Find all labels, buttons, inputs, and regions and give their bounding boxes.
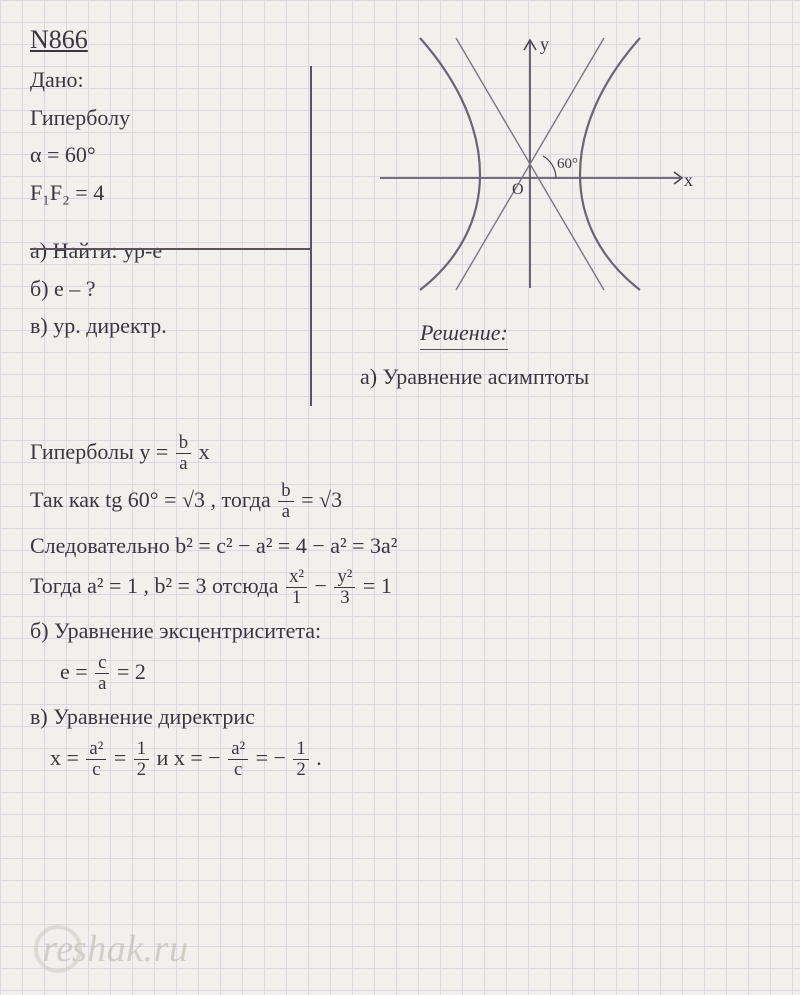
fraction-half-neg: 1 2 [293, 739, 308, 779]
solution-line-1: Гиперболы y = b a x [30, 434, 770, 474]
denominator: 2 [134, 760, 149, 780]
x-axis-label: x [684, 170, 693, 190]
given-angle: α = 60° [30, 140, 300, 170]
denominator: a [176, 454, 191, 474]
numerator: b [278, 481, 293, 502]
diagram-column: 60° O y x Решение: а) Уравнение асимптот… [300, 18, 770, 428]
find-a: а) Найти: ур-е [30, 236, 300, 266]
denominator: a [278, 502, 293, 522]
text: x = [50, 745, 84, 770]
text: = − [256, 745, 292, 770]
fraction-c-over-a: c a [95, 653, 109, 693]
text: = 2 [117, 659, 146, 684]
solution-line-7: в) Уравнение директрис [30, 702, 770, 732]
solution-heading: Решение: [420, 318, 508, 350]
y-axis-label: y [540, 34, 549, 54]
solution-line-3: Следовательно b² = c² − a² = 4 − a² = 3a… [30, 531, 770, 561]
fraction-x2-1: x² 1 [286, 567, 307, 607]
problem-number: N866 [30, 22, 300, 57]
numerator: 1 [293, 739, 308, 760]
origin-label: O [512, 181, 524, 198]
fraction-a2-over-c-neg: a² c [228, 739, 248, 779]
fraction-half: 1 2 [134, 739, 149, 779]
numerator: c [95, 653, 109, 674]
denominator: 3 [334, 588, 355, 608]
text: = √3 [301, 487, 342, 512]
hyperbola-diagram: 60° O y x [360, 28, 700, 298]
top-section: N866 Дано: Гиперболу α = 60° F₁F₂ = 4 а)… [30, 18, 770, 428]
denominator: 2 [293, 760, 308, 780]
denominator: c [228, 760, 248, 780]
watermark: reshak.ru [34, 925, 188, 973]
text: Так как tg 60° = √3 , тогда [30, 487, 276, 512]
given-column: N866 Дано: Гиперболу α = 60° F₁F₂ = 4 а)… [30, 18, 300, 428]
find-b: б) e – ? [30, 274, 300, 304]
solution-line-6: e = c a = 2 [30, 654, 770, 694]
period: . [316, 745, 322, 770]
part-a-title: а) Уравнение асимптоты [360, 362, 589, 392]
horizontal-divider [30, 248, 310, 250]
find-c: в) ур. директр. [30, 311, 300, 341]
given-focal: F₁F₂ = 4 [30, 178, 300, 208]
solution-line-5: б) Уравнение эксцентриситета: [30, 616, 770, 646]
numerator: x² [286, 567, 307, 588]
numerator: a² [228, 739, 248, 760]
angle-label: 60° [557, 156, 578, 172]
numerator: 1 [134, 739, 149, 760]
page-content: N866 Дано: Гиперболу α = 60° F₁F₂ = 4 а)… [0, 0, 800, 806]
fraction-b-over-a: b a [278, 481, 293, 521]
denominator: 1 [286, 588, 307, 608]
solution-line-8: x = a² c = 1 2 и x = − a² c = − 1 2 . [30, 740, 770, 780]
given-curve: Гиперболу [30, 103, 300, 133]
fraction-a2-over-c: a² c [86, 739, 106, 779]
text: e = [60, 659, 93, 684]
watermark-text: shak.ru [72, 928, 188, 970]
text: x [199, 439, 210, 464]
text: Тогда a² = 1 , b² = 3 отсюда [30, 573, 284, 598]
fraction-b-over-a: b a [176, 433, 191, 473]
given-heading: Дано: [30, 65, 300, 95]
solution-line-2: Так как tg 60° = √3 , тогда b a = √3 [30, 482, 770, 522]
solution-body: Гиперболы y = b a x Так как tg 60° = √3 … [30, 434, 770, 780]
numerator: b [176, 433, 191, 454]
denominator: c [86, 760, 106, 780]
text: = [114, 745, 132, 770]
text: − [315, 573, 333, 598]
text: = 1 [363, 573, 392, 598]
text: Гиперболы y = [30, 439, 174, 464]
solution-line-4: Тогда a² = 1 , b² = 3 отсюда x² 1 − y² 3… [30, 568, 770, 608]
numerator: a² [86, 739, 106, 760]
fraction-y2-3: y² 3 [334, 567, 355, 607]
numerator: y² [334, 567, 355, 588]
denominator: a [95, 674, 109, 694]
text: и x = − [157, 745, 227, 770]
